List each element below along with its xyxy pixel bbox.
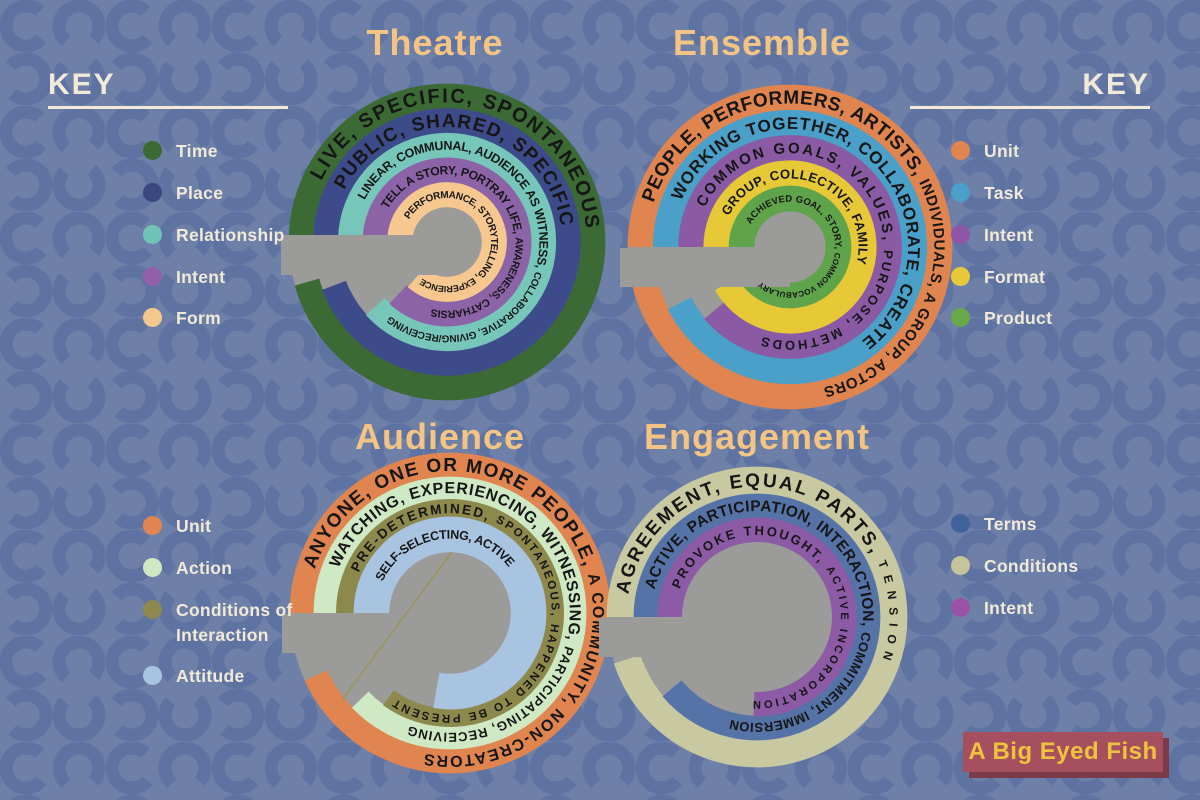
legend-label: Product: [984, 308, 1053, 329]
theatre-ring-relationship: [337, 132, 557, 352]
legend-theatre-item-place: Place: [143, 181, 285, 206]
legend-label: Attitude: [176, 666, 245, 687]
legend-theatre-item-intent: Intent: [143, 265, 285, 290]
legend-color-dot: [951, 597, 970, 617]
legend-color-dot: [143, 666, 162, 686]
legend-ensemble-item-unit: Unit: [951, 139, 1052, 164]
legend-label: Intent: [176, 266, 226, 287]
legend-color-dot: [143, 141, 162, 160]
legend-color-dot: [951, 555, 970, 575]
legend-label: Terms: [984, 514, 1037, 534]
audience-ring-attitude: [353, 516, 547, 710]
legend-label: Intent: [984, 224, 1034, 245]
engagement-ring-terms: [633, 493, 881, 741]
wheel-title-engagement: Engagement: [643, 416, 871, 457]
legend-ensemble: Unit Task Intent Format Product: [951, 139, 1052, 331]
theatre-center-disk: [412, 207, 482, 277]
legend-audience: Unit Action Conditions of Interaction Attit…: [143, 514, 301, 689]
audience-ring-unit: [289, 452, 611, 774]
legend-engagement-item-intent: Intent: [951, 596, 1078, 621]
credit-badge-label: A Big Eyed Fish: [968, 738, 1158, 765]
legend-color-dot: [143, 516, 162, 535]
legend-color-dot: [143, 224, 162, 244]
legend-audience-item-attitude: Attitude: [143, 664, 301, 689]
engagement-ring-intent: [657, 517, 857, 717]
legend-label: Unit: [176, 516, 212, 536]
legend-color-dot: [951, 224, 970, 244]
ensemble-ring-product: [728, 185, 852, 309]
wheel-title-audience: Audience: [354, 416, 526, 457]
legend-label: Action: [176, 557, 233, 578]
key-underline: [48, 106, 288, 109]
ensemble-wheel: PEOPLE, PERFORMERS, ARTISTS, INDIVIDUALS…: [620, 84, 953, 410]
legend-label: Unit: [984, 141, 1020, 161]
legend-engagement-item-conditions: Conditions: [951, 554, 1078, 579]
legend-label: Conditions of Interaction: [176, 599, 293, 645]
legend-label: Task: [984, 182, 1024, 203]
ensemble-center-disk: [754, 211, 826, 283]
legend-ensemble-item-product: Product: [951, 306, 1052, 331]
key-title: KEY: [48, 68, 116, 101]
engagement-ring-conditions: [606, 466, 908, 768]
theatre-ring-form: [387, 182, 507, 302]
legend-label: Time: [176, 141, 218, 161]
legend-theatre-item-relationship: Relationship: [143, 223, 285, 248]
legend-color-dot: [951, 182, 970, 202]
legend-color-dot: [143, 182, 162, 202]
legend-color-dot: [143, 557, 162, 577]
legend-color-dot: [951, 266, 970, 286]
legend-label: Format: [984, 266, 1046, 287]
legend-label: Conditions: [984, 555, 1079, 576]
legend-ensemble-item-intent: Intent: [951, 223, 1052, 248]
engagement-center-disk: [682, 542, 832, 692]
audience-accent-line: [341, 551, 453, 701]
audience-wheel: ANYONE, ONE OR MORE PEOPLE, A COMMUNITY,…: [282, 452, 611, 774]
audience-center-disk: [389, 552, 511, 674]
legend-ensemble-item-format: Format: [951, 265, 1052, 290]
legend-label: Relationship: [176, 224, 285, 245]
legend-theatre: Time Place Relationship Intent Form: [143, 139, 285, 331]
legend-theatre-item-form: Form: [143, 306, 285, 331]
legend-theatre-item-time: Time: [143, 139, 285, 164]
credit-badge: A Big Eyed Fish: [963, 732, 1163, 772]
wheel-title-ensemble: Ensemble: [672, 22, 852, 63]
theatre-ring-place: [313, 108, 581, 376]
audience-ring-conditions-of-interaction: [336, 499, 564, 727]
legend-color-dot: [951, 141, 970, 160]
ensemble-ring-intent: [678, 135, 902, 359]
theatre-ring-intent: [362, 157, 532, 327]
legend-color-dot: [951, 514, 970, 533]
legend-ensemble-item-task: Task: [951, 181, 1052, 206]
legend-color-dot: [143, 308, 162, 328]
legend-color-dot: [143, 599, 162, 619]
legend-audience-item-conditions-of-interaction: Conditions of Interaction: [143, 598, 301, 648]
legend-color-dot: [143, 266, 162, 286]
legend-label: Place: [176, 182, 224, 203]
theatre-ring-time: [288, 83, 606, 401]
wheel-title-theatre: Theatre: [366, 22, 504, 63]
ensemble-ring-unit: [627, 84, 953, 410]
legend-audience-item-action: Action: [143, 556, 301, 581]
legend-label: Intent: [984, 597, 1034, 618]
legend-label: Form: [176, 308, 221, 329]
key-header-top-right: KEY: [910, 68, 1150, 109]
ensemble-ring-task: [652, 109, 928, 385]
legend-audience-item-unit: Unit: [143, 514, 301, 539]
legend-engagement-item-terms: Terms: [951, 512, 1078, 537]
key-header-top-left: KEY: [48, 68, 288, 109]
key-title: KEY: [1082, 68, 1150, 101]
key-underline: [910, 106, 1150, 109]
audience-ring-action: [313, 476, 587, 750]
legend-color-dot: [951, 308, 970, 328]
ensemble-ring-format: [703, 160, 877, 334]
legend-engagement: Terms Conditions Intent: [951, 512, 1078, 621]
